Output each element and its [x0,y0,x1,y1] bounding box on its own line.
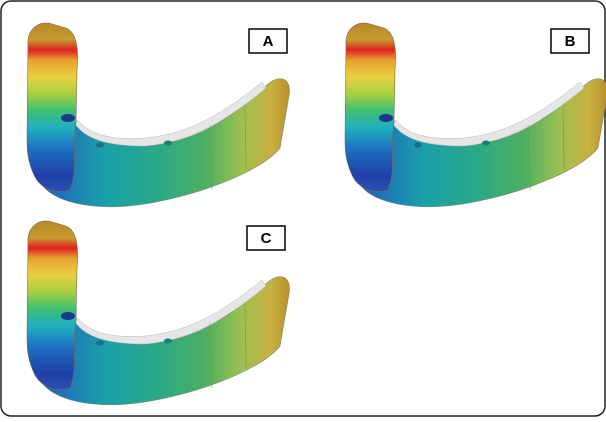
panel-label: C [261,230,272,247]
page: A B C (() => { const data = JSON.parse(d… [0,0,606,417]
figure: A B C [0,0,606,417]
panel-label: B [565,33,576,50]
panel-label: A [263,33,274,50]
